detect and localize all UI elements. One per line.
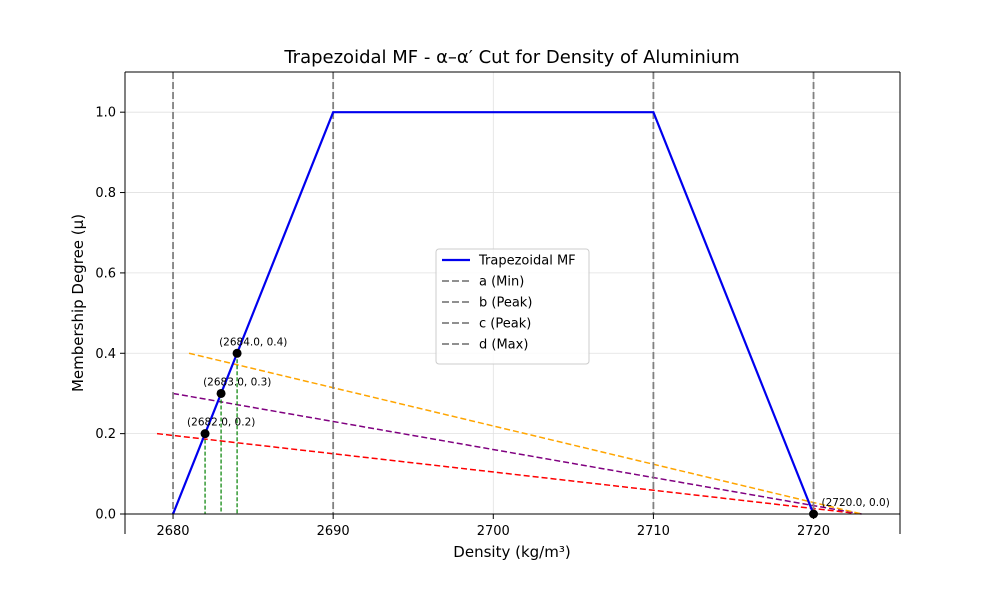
legend-label: a (Min) — [479, 275, 524, 290]
legend-label: Trapezoidal MF — [478, 254, 576, 269]
cut-line-1 — [156, 432, 862, 515]
y-axis-label: Membership Degree (μ) — [69, 214, 87, 392]
mf-line — [172, 111, 815, 515]
legend: Trapezoidal MF a (Min) b (Peak) c (Peak) d (… — [435, 248, 590, 365]
x-tick-label: 2680 — [156, 524, 189, 539]
legend-box — [435, 248, 590, 365]
point-1 — [200, 429, 210, 439]
y-tick-label: 0.0 — [95, 508, 116, 523]
y-tick-label: 0.4 — [95, 347, 116, 362]
x-tick-label: 2710 — [637, 524, 670, 539]
axes: 2680 2690 2700 2710 2720 0.0 0.2 0.4 0.6 0.8 1.0 — [95, 71, 901, 539]
point-label-3: (2684.0, 0.4) — [219, 336, 287, 348]
point-label-2: (2683.0, 0.3) — [203, 376, 271, 388]
legend-label: c (Peak) — [479, 317, 531, 332]
x-tick-label: 2720 — [797, 524, 830, 539]
point-label-4: (2720.0, 0.0) — [822, 497, 890, 509]
legend-label: d (Max) — [479, 338, 528, 353]
point-label-1: (2682.0, 0.2) — [187, 417, 255, 429]
legend-label: b (Peak) — [479, 296, 532, 311]
y-tick-label: 0.6 — [95, 266, 116, 281]
point-4 — [809, 509, 819, 519]
chart-title: Trapezoidal MF - α–α′ Cut for Density of… — [283, 47, 739, 68]
y-tick-label: 1.0 — [95, 106, 116, 121]
x-tick-label: 2690 — [317, 524, 350, 539]
point-2 — [216, 388, 226, 398]
y-tick-label: 0.2 — [95, 427, 116, 442]
annotations: (2682.0, 0.2) (2683.0, 0.3) (2684.0, 0.4) (… — [187, 336, 890, 519]
x-tick-label: 2700 — [477, 524, 510, 539]
cut-line-3 — [188, 352, 862, 515]
point-3 — [232, 348, 242, 358]
x-axis-label: Density (kg/m³) — [453, 543, 570, 561]
plot-series — [156, 72, 862, 515]
y-tick-label: 0.8 — [95, 186, 116, 201]
